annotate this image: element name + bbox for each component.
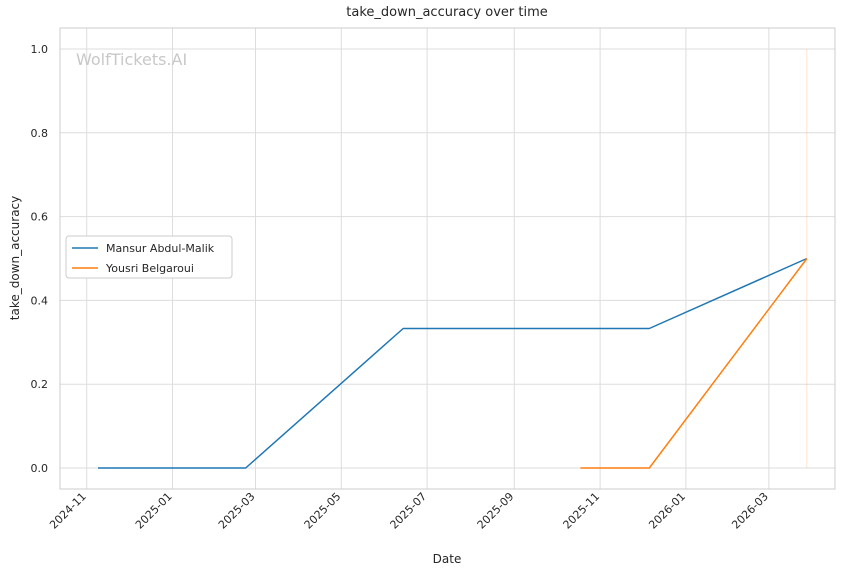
x-axis-label: Date xyxy=(433,552,462,566)
y-tick-label: 0.2 xyxy=(31,378,49,391)
legend-label-mansur: Mansur Abdul-Malik xyxy=(106,242,215,255)
series-layer xyxy=(98,257,808,469)
legend-label-yousri: Yousri Belgaroui xyxy=(105,262,194,275)
y-tick-label: 0.4 xyxy=(31,294,49,307)
watermark: WolfTickets.AI xyxy=(76,50,187,69)
series-line-0 xyxy=(98,257,808,469)
y-tick-label: 0.0 xyxy=(31,462,49,475)
legend-box xyxy=(65,235,233,279)
plot-frame xyxy=(59,27,836,490)
grid xyxy=(60,28,835,489)
y-tick-label: 0.6 xyxy=(31,211,49,224)
y-tick-label: 0.8 xyxy=(31,127,49,140)
series-line-1 xyxy=(580,258,808,469)
chart-title: take_down_accuracy over time xyxy=(346,5,547,20)
y-axis-ticks: 0.0 0.2 0.4 0.6 0.8 1.0 xyxy=(31,43,49,475)
legend: Mansur Abdul-Malik Yousri Belgaroui xyxy=(65,235,233,279)
y-axis-label: take_down_accuracy xyxy=(8,196,22,320)
y-tick-label: 1.0 xyxy=(31,43,49,56)
